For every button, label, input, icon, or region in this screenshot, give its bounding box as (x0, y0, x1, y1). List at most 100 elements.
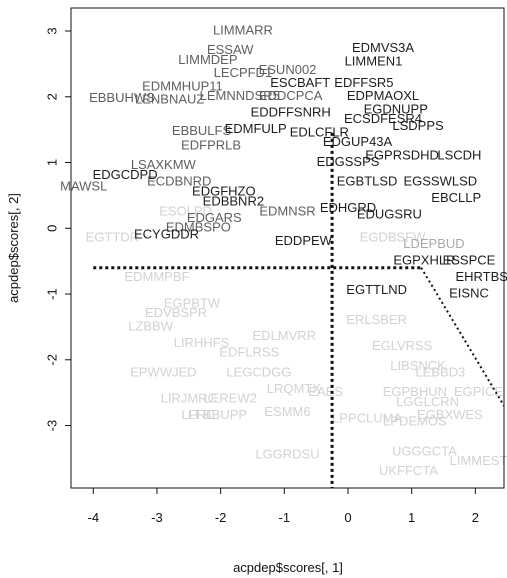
point-label: ESSPCE (443, 253, 496, 268)
y-tick-label: 2 (44, 93, 59, 100)
point-label: LIMMEST (450, 453, 507, 468)
point-label: EDDFFSNRH (251, 105, 331, 120)
point-label: ESSAW (207, 42, 254, 57)
point-label: UGGGCTA (392, 443, 457, 458)
point-label: EDMMHUP11 (142, 78, 223, 93)
point-label: EGTTDR (86, 230, 139, 245)
point-label: LEBBD3 (415, 364, 465, 379)
point-label: EGTTLND (346, 282, 407, 297)
point-label: LGGRDSU (255, 447, 319, 462)
point-label: EGPXHLR (393, 253, 455, 268)
point-label: EGBTLSD (337, 174, 398, 189)
point-label: EISNC (449, 285, 489, 300)
point-label: ECDBNRD (147, 174, 211, 189)
point-label: EDMNSR (259, 203, 315, 218)
point-label: EDUGSRU (357, 207, 422, 222)
point-label: EDGUP43A (323, 134, 393, 149)
point-label: EDMFULP (225, 121, 287, 136)
point-label: EGPICE (454, 384, 503, 399)
point-label: EDFPRLB (181, 138, 241, 153)
point-label: LRQMTX (267, 381, 322, 396)
point-label: LGGLCRN (396, 394, 459, 409)
y-tick-label: 1 (44, 159, 59, 166)
point-label: EBCLLP (431, 190, 481, 205)
point-label: LPDEMOS (383, 414, 447, 429)
x-tick-label: -1 (279, 510, 291, 525)
y-tick-label: -1 (44, 288, 59, 300)
point-label: ESCBAFT (270, 75, 330, 90)
point-label: LENBNAUZ (135, 91, 204, 106)
point-label: EDGARS (187, 210, 242, 225)
x-tick-label: 2 (472, 510, 479, 525)
x-tick-label: 1 (408, 510, 415, 525)
x-tick-label: -3 (151, 510, 163, 525)
point-label: LIRHHFS (174, 335, 230, 350)
y-axis-title: acpdep$scores[, 2] (6, 193, 21, 303)
point-label: LSAXKMW (131, 157, 197, 172)
point-label: LIRJMRC (161, 391, 217, 406)
point-label: LDEPBUD (403, 236, 464, 251)
point-label: EDHGRD (320, 200, 376, 215)
diagonal-reference-line (420, 267, 505, 407)
point-label: MAWSL (60, 178, 107, 193)
point-label: UKFFCTA (379, 463, 438, 478)
point-label: LFRC (181, 407, 215, 422)
point-label: LIMMEN1 (345, 53, 403, 68)
point-label: LEMNNDSR5 (200, 88, 280, 103)
point-label: ERLSBER (346, 312, 407, 327)
point-label: EDLMVRR (253, 328, 317, 343)
point-label: EDMMPBF (124, 269, 189, 284)
point-label: LEREW2 (203, 391, 256, 406)
point-label: LSCDH (437, 147, 481, 162)
point-label: EGPBTW (164, 295, 221, 310)
x-axis-title: acpdep$scores[, 1] (233, 560, 343, 575)
point-label: EPWWJED (130, 364, 196, 379)
point-label: LZBBW (128, 318, 174, 333)
point-label: EDMVS3A (352, 40, 414, 55)
point-label: EDDCPCA (259, 88, 323, 103)
point-label: EGPRSDHD (365, 147, 439, 162)
point-label: EBBULFS (172, 123, 232, 138)
point-label: EGDBSFW (360, 230, 426, 245)
point-label: EGSSWLSD (403, 174, 477, 189)
x-tick-label: -2 (215, 510, 227, 525)
point-label: EDVBSPR (145, 305, 207, 320)
reference-lines (93, 132, 505, 488)
point-label: LECPFD1 (214, 65, 273, 80)
point-label: EDPMAOXL (347, 88, 419, 103)
y-tick-label: 3 (44, 27, 59, 34)
point-label: EBBUHWS (89, 90, 155, 105)
point-label: EAES (308, 384, 343, 399)
point-label: LIMMARR (213, 22, 273, 37)
plot-frame (70, 7, 505, 489)
x-tick-label: -4 (88, 510, 100, 525)
point-label: EDGFHZO (192, 184, 256, 199)
point-label: LSDPPS (392, 118, 444, 133)
point-label: EGLVRSS (372, 338, 433, 353)
point-label: EGBXWES (417, 407, 483, 422)
y-tick-label: -2 (44, 354, 59, 366)
point-label: LPPCLUMA (332, 410, 402, 425)
point-label: ESMM6 (264, 404, 310, 419)
point-label: EDFLRSS (219, 345, 279, 360)
point-label: ECYGDDR (134, 226, 199, 241)
point-label: EGPBHUN (383, 384, 447, 399)
y-tick-label: 0 (44, 225, 59, 232)
point-label: LEGCDGG (226, 364, 291, 379)
point-label: EDMBSPO (166, 220, 231, 235)
point-label: LIBSNCK (390, 358, 446, 373)
point-label: EDDPEW (275, 233, 333, 248)
y-tick-label: -3 (44, 420, 59, 432)
axes: -4 -3 -2 -1 0 1 2 -3 -2 -1 0 1 2 3 (44, 27, 479, 525)
point-label: EDLCFLR (290, 124, 349, 139)
point-label: EDBBNR2 (203, 193, 264, 208)
point-label: LIMMDEP (178, 52, 237, 67)
point-label: ESOLPD (159, 203, 212, 218)
point-label: EHRTBS (455, 269, 507, 284)
x-tick-label: 0 (344, 510, 351, 525)
point-label: EDFFSR5 (334, 75, 393, 90)
